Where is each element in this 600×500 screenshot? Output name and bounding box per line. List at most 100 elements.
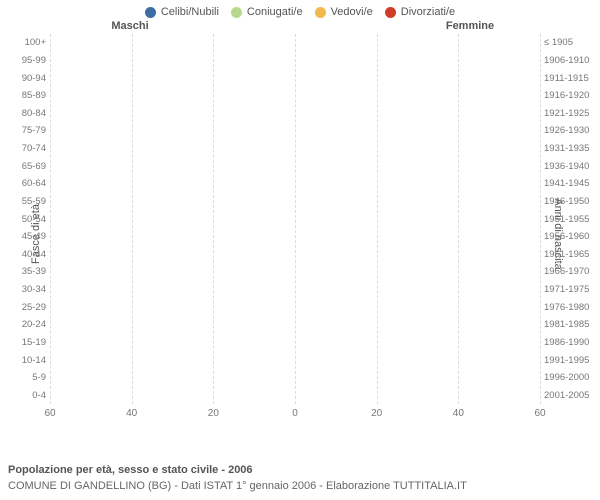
female-bar	[295, 212, 540, 226]
birth-label: 1941-1945	[544, 178, 596, 189]
x-tick: 40	[126, 408, 137, 419]
male-bar	[50, 106, 295, 120]
pyramid-row: 95-991906-1910	[50, 52, 540, 70]
female-bar	[295, 71, 540, 85]
birth-label: ≤ 1905	[544, 37, 596, 48]
caption-title: Popolazione per età, sesso e stato civil…	[8, 463, 467, 478]
birth-label: 1956-1960	[544, 231, 596, 242]
female-bar	[295, 106, 540, 120]
age-label: 80-84	[12, 108, 46, 119]
male-bar	[50, 335, 295, 349]
birth-label: 1921-1925	[544, 108, 596, 119]
age-label: 50-54	[12, 214, 46, 225]
x-tick: 20	[371, 408, 382, 419]
birth-label: 1986-1990	[544, 337, 596, 348]
male-bar	[50, 265, 295, 279]
age-label: 90-94	[12, 73, 46, 84]
x-tick: 60	[44, 408, 55, 419]
female-bar	[295, 371, 540, 385]
female-bar	[295, 177, 540, 191]
legend-item: Vedovi/e	[315, 6, 373, 18]
pyramid-row: 10-141991-1995	[50, 351, 540, 369]
birth-label: 1916-1920	[544, 90, 596, 101]
pyramid-row: 40-441961-1965	[50, 246, 540, 264]
pyramid-row: 0-42001-2005	[50, 387, 540, 405]
female-bar	[295, 353, 540, 367]
age-label: 65-69	[12, 161, 46, 172]
birth-label: 1946-1950	[544, 196, 596, 207]
male-bar	[50, 371, 295, 385]
age-label: 15-19	[12, 337, 46, 348]
male-bar	[50, 194, 295, 208]
age-label: 75-79	[12, 125, 46, 136]
female-bar	[295, 283, 540, 297]
legend: Celibi/NubiliConiugati/eVedovi/eDivorzia…	[0, 0, 600, 20]
pyramid-row: 5-91996-2000	[50, 369, 540, 387]
male-bar	[50, 300, 295, 314]
pyramid-row: 20-241981-1985	[50, 316, 540, 334]
pyramid-row: 15-191986-1990	[50, 334, 540, 352]
female-bar	[295, 265, 540, 279]
birth-label: 1991-1995	[544, 355, 596, 366]
male-bar	[50, 353, 295, 367]
female-bar	[295, 124, 540, 138]
plot: 100+≤ 190595-991906-191090-941911-191585…	[50, 34, 540, 404]
male-bar	[50, 71, 295, 85]
age-label: 70-74	[12, 143, 46, 154]
header-male: Maschi	[0, 20, 300, 32]
female-bar	[295, 194, 540, 208]
pyramid-row: 90-941911-1915	[50, 69, 540, 87]
birth-label: 1966-1970	[544, 266, 596, 277]
female-bar	[295, 247, 540, 261]
birth-label: 1931-1935	[544, 143, 596, 154]
birth-label: 1911-1915	[544, 73, 596, 84]
male-bar	[50, 159, 295, 173]
gridline	[540, 34, 541, 404]
birth-label: 1936-1940	[544, 161, 596, 172]
age-label: 55-59	[12, 196, 46, 207]
male-bar	[50, 212, 295, 226]
pyramid-row: 60-641941-1945	[50, 175, 540, 193]
pyramid-row: 55-591946-1950	[50, 193, 540, 211]
legend-label: Vedovi/e	[331, 6, 373, 18]
caption: Popolazione per età, sesso e stato civil…	[8, 463, 467, 494]
female-bar	[295, 300, 540, 314]
birth-label: 1961-1965	[544, 249, 596, 260]
female-bar	[295, 230, 540, 244]
male-bar	[50, 177, 295, 191]
caption-subtitle: COMUNE DI GANDELLINO (BG) - Dati ISTAT 1…	[8, 479, 467, 494]
pyramid-row: 100+≤ 1905	[50, 34, 540, 52]
male-bar	[50, 89, 295, 103]
pyramid-row: 70-741931-1935	[50, 140, 540, 158]
pyramid-row: 65-691936-1940	[50, 157, 540, 175]
gender-headers: Maschi Femmine	[0, 20, 600, 34]
female-bar	[295, 53, 540, 67]
birth-label: 1951-1955	[544, 214, 596, 225]
female-bar	[295, 318, 540, 332]
pyramid-row: 75-791926-1930	[50, 122, 540, 140]
birth-label: 1971-1975	[544, 284, 596, 295]
pyramid-row: 35-391966-1970	[50, 263, 540, 281]
legend-item: Coniugati/e	[231, 6, 303, 18]
male-bar	[50, 142, 295, 156]
female-bar	[295, 89, 540, 103]
age-label: 30-34	[12, 284, 46, 295]
male-bar	[50, 388, 295, 402]
age-label: 100+	[12, 37, 46, 48]
male-bar	[50, 247, 295, 261]
x-tick: 60	[534, 408, 545, 419]
female-bar	[295, 159, 540, 173]
rows: 100+≤ 190595-991906-191090-941911-191585…	[50, 34, 540, 404]
pyramid-row: 45-491956-1960	[50, 228, 540, 246]
female-bar	[295, 335, 540, 349]
chart-area: Fasce di età Anni di nascita 100+≤ 19059…	[0, 34, 600, 434]
birth-label: 1976-1980	[544, 302, 596, 313]
legend-item: Celibi/Nubili	[145, 6, 219, 18]
pyramid-row: 50-541951-1955	[50, 210, 540, 228]
female-bar	[295, 388, 540, 402]
male-bar	[50, 124, 295, 138]
male-bar	[50, 36, 295, 50]
legend-label: Celibi/Nubili	[161, 6, 219, 18]
x-tick: 40	[453, 408, 464, 419]
age-label: 35-39	[12, 266, 46, 277]
